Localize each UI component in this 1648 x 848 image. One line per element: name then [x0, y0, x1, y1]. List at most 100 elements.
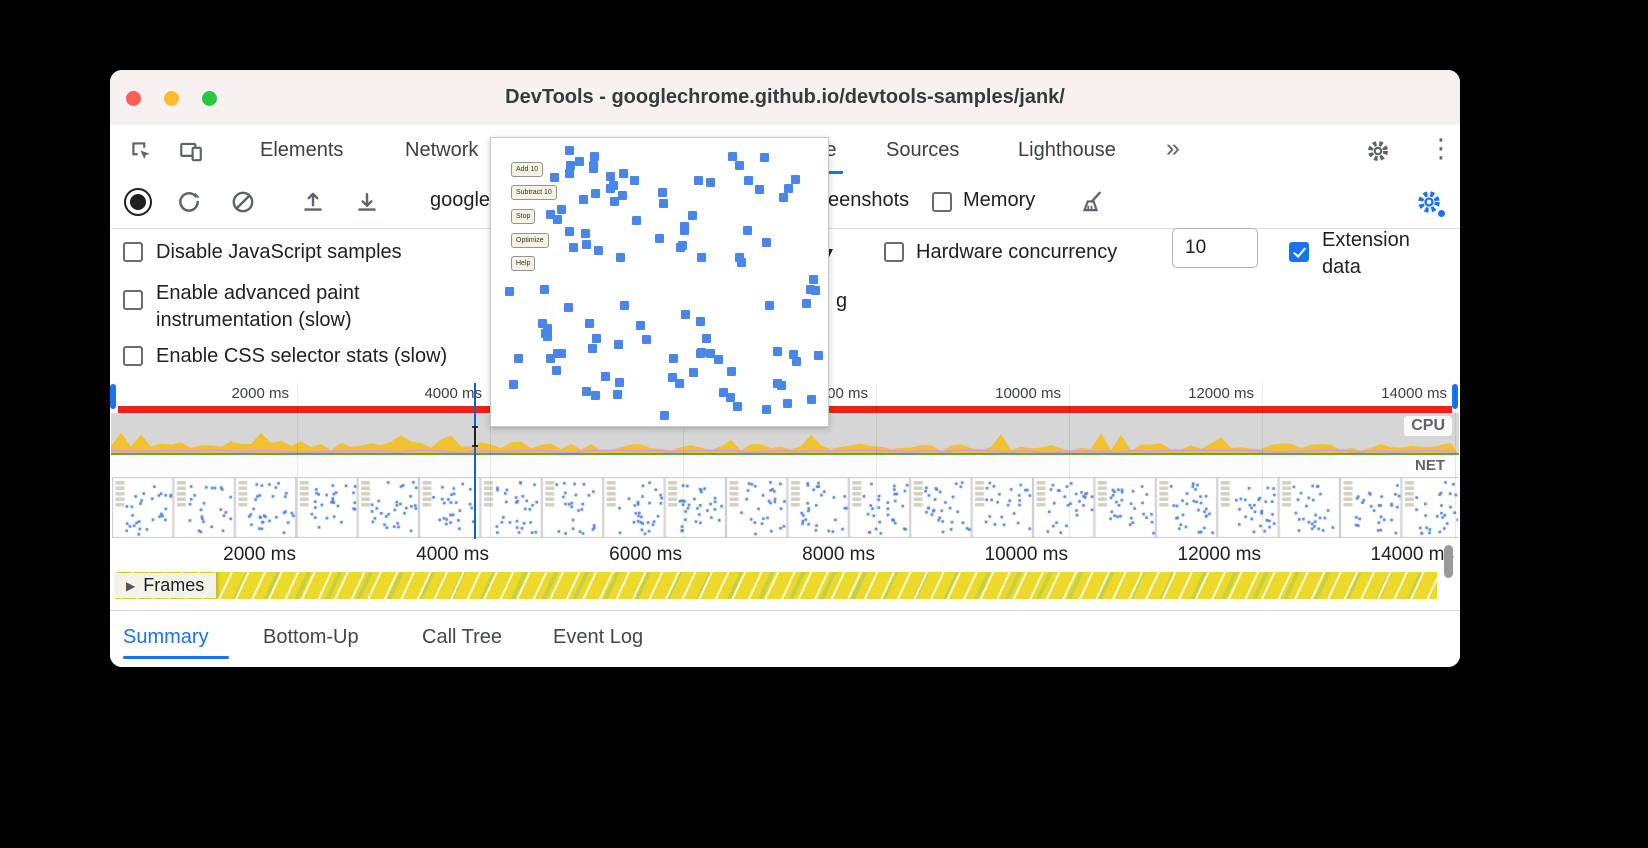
- playhead-line[interactable]: [474, 383, 476, 539]
- grid-line: [876, 383, 877, 538]
- blue-square: [513, 354, 523, 364]
- blue-square: [556, 204, 566, 214]
- blue-square: [539, 285, 549, 295]
- expand-triangle-icon[interactable]: ▶: [126, 578, 136, 593]
- blue-square: [676, 242, 686, 252]
- grid-line: [1455, 383, 1456, 538]
- blue-square: [727, 366, 737, 376]
- blue-square: [734, 161, 744, 171]
- preview-button-subtract-10[interactable]: Subtract 10: [511, 185, 557, 200]
- tab-network[interactable]: Network: [405, 139, 479, 161]
- blue-square: [809, 274, 819, 284]
- blue-square: [733, 402, 743, 412]
- capture-option-checkbox[interactable]: [123, 346, 143, 366]
- blue-square: [736, 258, 746, 268]
- minimize-window-button[interactable]: [164, 91, 179, 106]
- extension-data-label: Extension data: [1322, 229, 1410, 278]
- frames-track-header[interactable]: ▶ Frames: [114, 573, 217, 598]
- details-tab-bar: Summary Bottom-Up Call Tree Event Log: [110, 610, 1460, 667]
- blue-square: [719, 388, 729, 398]
- network-track: [111, 455, 1459, 478]
- inspect-element-icon[interactable]: [128, 138, 154, 164]
- blue-square: [584, 318, 594, 328]
- blue-square: [806, 395, 816, 405]
- collect-garbage-icon[interactable]: [1078, 189, 1104, 215]
- tab-sources[interactable]: Sources: [886, 139, 960, 161]
- frames-track[interactable]: ▶ Frames: [110, 570, 1460, 602]
- kebab-menu-icon[interactable]: ⋮: [1428, 133, 1454, 163]
- blue-square: [610, 196, 620, 206]
- clear-recording-icon[interactable]: [230, 189, 256, 215]
- page-history-select[interactable]: google: [430, 189, 491, 211]
- close-window-button[interactable]: [126, 91, 141, 106]
- ruler-tick-label: 12000 ms: [1177, 544, 1261, 565]
- blue-square: [790, 175, 800, 185]
- capture-option-label: Disable JavaScript samples: [156, 241, 402, 263]
- selection-handle-right[interactable]: [1452, 384, 1458, 409]
- capture-settings-gear-icon[interactable]: [1415, 188, 1445, 217]
- preview-button-optimize[interactable]: Optimize: [511, 233, 549, 248]
- timeline-ruler: 2000 ms 4000 ms 6000 ms 8000 ms 10000 ms 1200…: [110, 540, 1460, 570]
- window-title: DevTools - googlechrome.github.io/devtoo…: [505, 86, 1065, 108]
- selection-handle-left[interactable]: [110, 384, 116, 409]
- blue-square: [556, 349, 566, 359]
- reload-and-record-icon[interactable]: [176, 189, 202, 215]
- title-bar[interactable]: DevTools - googlechrome.github.io/devtoo…: [110, 70, 1460, 126]
- settings-gear-icon[interactable]: [1365, 138, 1391, 164]
- blue-square: [694, 176, 703, 186]
- blue-square: [761, 405, 771, 415]
- blue-square: [772, 347, 782, 357]
- blue-square: [679, 225, 689, 235]
- more-tabs-chevron[interactable]: »: [1166, 134, 1180, 162]
- memory-checkbox[interactable]: [932, 192, 952, 212]
- blue-square: [743, 176, 753, 185]
- tab-lighthouse[interactable]: Lighthouse: [1018, 139, 1116, 161]
- blue-square: [675, 379, 685, 389]
- blue-square: [564, 227, 574, 237]
- blue-square: [689, 368, 699, 378]
- screenshot-preview-popup: Add 10 Subtract 10 Stop Optimize Help: [490, 137, 829, 427]
- details-tab-call-tree[interactable]: Call Tree: [422, 626, 503, 648]
- extension-data-checkbox[interactable]: [1289, 242, 1309, 262]
- vertical-scrollbar-thumb[interactable]: [1444, 545, 1453, 578]
- device-toolbar-icon[interactable]: [178, 138, 204, 164]
- record-button[interactable]: [124, 188, 152, 216]
- blue-square: [551, 365, 561, 375]
- blue-square: [696, 253, 706, 262]
- hardware-concurrency-checkbox[interactable]: [884, 242, 904, 262]
- details-tab-bottom-up[interactable]: Bottom-Up: [263, 626, 359, 648]
- details-tab-event-log[interactable]: Event Log: [553, 626, 644, 648]
- blue-square: [614, 339, 624, 349]
- blue-square: [657, 187, 667, 197]
- ibeam-cursor: [472, 426, 478, 447]
- ruler-tick-label: 6000 ms: [609, 544, 682, 565]
- load-profile-icon[interactable]: [300, 189, 326, 215]
- blue-square: [802, 299, 812, 308]
- preview-button-stop[interactable]: Stop: [511, 209, 536, 224]
- tab-elements[interactable]: Elements: [260, 139, 344, 161]
- capture-option-checkbox[interactable]: [123, 242, 143, 262]
- preview-button-add-10[interactable]: Add 10: [511, 162, 544, 177]
- screenshot-filmstrip[interactable]: [112, 477, 1458, 538]
- blue-square: [629, 175, 639, 185]
- blue-square: [546, 354, 556, 364]
- frames-bar[interactable]: [115, 572, 1437, 599]
- blue-square: [743, 225, 753, 235]
- blue-square: [614, 378, 624, 388]
- details-tab-summary[interactable]: Summary: [123, 626, 209, 648]
- preview-button-help[interactable]: Help: [511, 256, 536, 271]
- active-tab-underline: [123, 656, 229, 659]
- ruler-tick-label: 4000 ms: [416, 544, 489, 565]
- save-profile-icon[interactable]: [354, 189, 380, 215]
- blue-square: [542, 324, 552, 334]
- hardware-concurrency-input[interactable]: [1172, 228, 1258, 268]
- blue-square: [606, 171, 616, 181]
- blue-square: [591, 188, 600, 198]
- blue-square: [695, 316, 705, 326]
- zoom-window-button[interactable]: [202, 91, 217, 106]
- capture-option-checkbox[interactable]: [123, 290, 143, 310]
- blue-square: [582, 387, 592, 397]
- blue-square: [642, 334, 652, 344]
